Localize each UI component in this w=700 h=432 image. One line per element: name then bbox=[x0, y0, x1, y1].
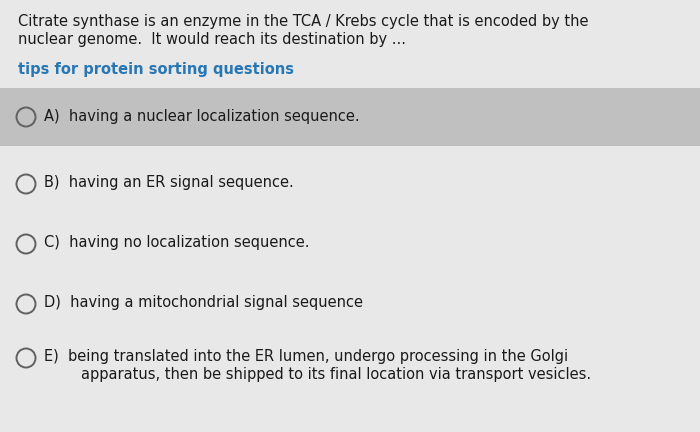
Text: E)  being translated into the ER lumen, undergo processing in the Golgi: E) being translated into the ER lumen, u… bbox=[44, 349, 568, 365]
Text: Citrate synthase is an enzyme in the TCA / Krebs cycle that is encoded by the: Citrate synthase is an enzyme in the TCA… bbox=[18, 14, 589, 29]
Text: apparatus, then be shipped to its final location via transport vesicles.: apparatus, then be shipped to its final … bbox=[44, 368, 591, 382]
Text: D)  having a mitochondrial signal sequence: D) having a mitochondrial signal sequenc… bbox=[44, 295, 363, 311]
Text: C)  having no localization sequence.: C) having no localization sequence. bbox=[44, 235, 309, 251]
Text: tips for protein sorting questions: tips for protein sorting questions bbox=[18, 62, 294, 77]
Text: A)  having a nuclear localization sequence.: A) having a nuclear localization sequenc… bbox=[44, 108, 360, 124]
Bar bbox=[0, 88, 700, 146]
Text: nuclear genome.  It would reach its destination by ...: nuclear genome. It would reach its desti… bbox=[18, 32, 406, 47]
Text: B)  having an ER signal sequence.: B) having an ER signal sequence. bbox=[44, 175, 294, 191]
